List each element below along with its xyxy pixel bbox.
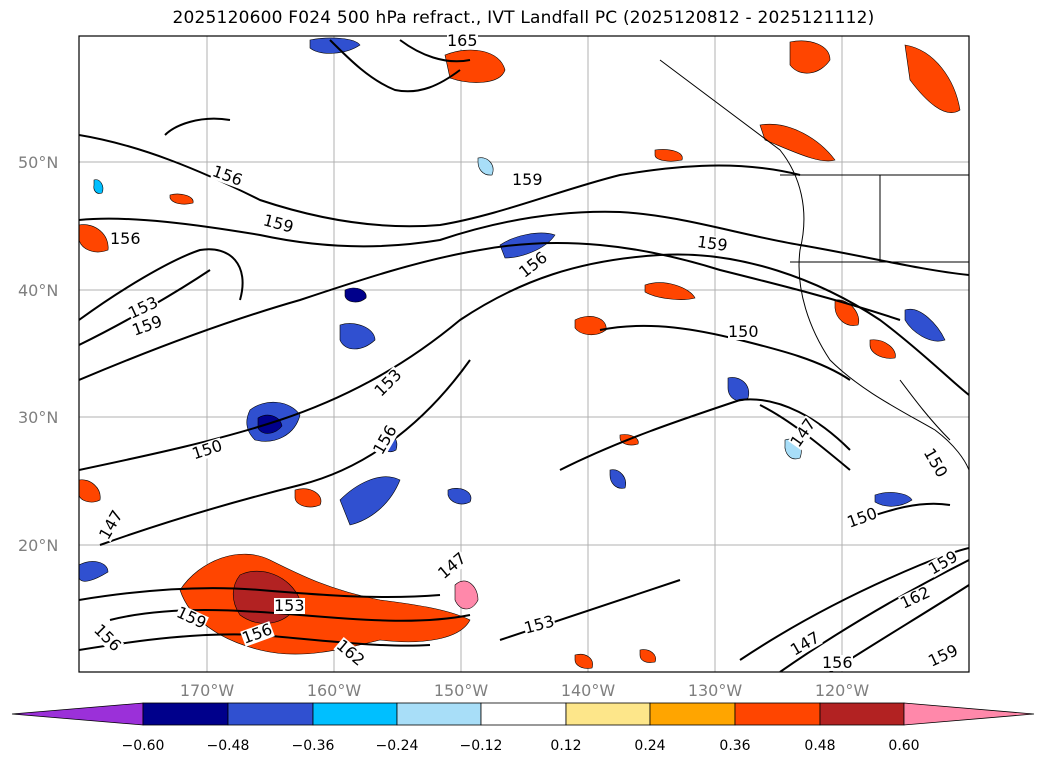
contour-label: 150 (728, 322, 759, 341)
map-title: 2025120600 F024 500 hPa refract., IVT La… (172, 8, 875, 28)
colorbar-extend-high (903, 702, 1035, 726)
colorbar-tick: 0.60 (888, 738, 920, 754)
lon-label-130w: 130°W (687, 681, 743, 700)
contour-label: 156 (822, 653, 853, 672)
lon-label-170w: 170°W (179, 681, 235, 700)
colorbar-tick: 0.12 (550, 738, 582, 754)
coastlines (659, 59, 969, 471)
colorbar-tick: 0.36 (719, 738, 751, 754)
colorbar-extend-low (11, 702, 144, 726)
negative-patches (79, 37, 946, 582)
colorbar-tick: −0.48 (206, 738, 250, 754)
contour-label: 165 (447, 31, 478, 50)
contour-label: 159 (512, 170, 543, 189)
colorbar-tick: −0.12 (459, 738, 503, 754)
colorbar-tick: −0.36 (291, 738, 335, 754)
colorbar-tick: −0.24 (375, 738, 419, 754)
contour-label: 159 (695, 231, 729, 256)
lat-label-50n: 50°N (18, 153, 59, 172)
map-frame (78, 35, 970, 673)
contour-label: 153 (274, 596, 305, 615)
lon-label-150w: 150°W (433, 681, 489, 700)
lat-label-20n: 20°N (18, 536, 59, 555)
colorbar-tick: 0.48 (804, 738, 836, 754)
lat-label-30n: 30°N (18, 408, 59, 427)
colorbar (11, 702, 1035, 726)
lon-label-160w: 160°W (306, 681, 362, 700)
lon-label-140w: 140°W (560, 681, 616, 700)
colorbar-tick: 0.24 (634, 738, 666, 754)
lon-label-120w: 120°W (814, 681, 870, 700)
lat-label-40n: 40°N (18, 281, 59, 300)
colorbar-tick: −0.60 (121, 738, 165, 754)
graticule (79, 36, 969, 672)
contour-label: 156 (110, 229, 141, 248)
